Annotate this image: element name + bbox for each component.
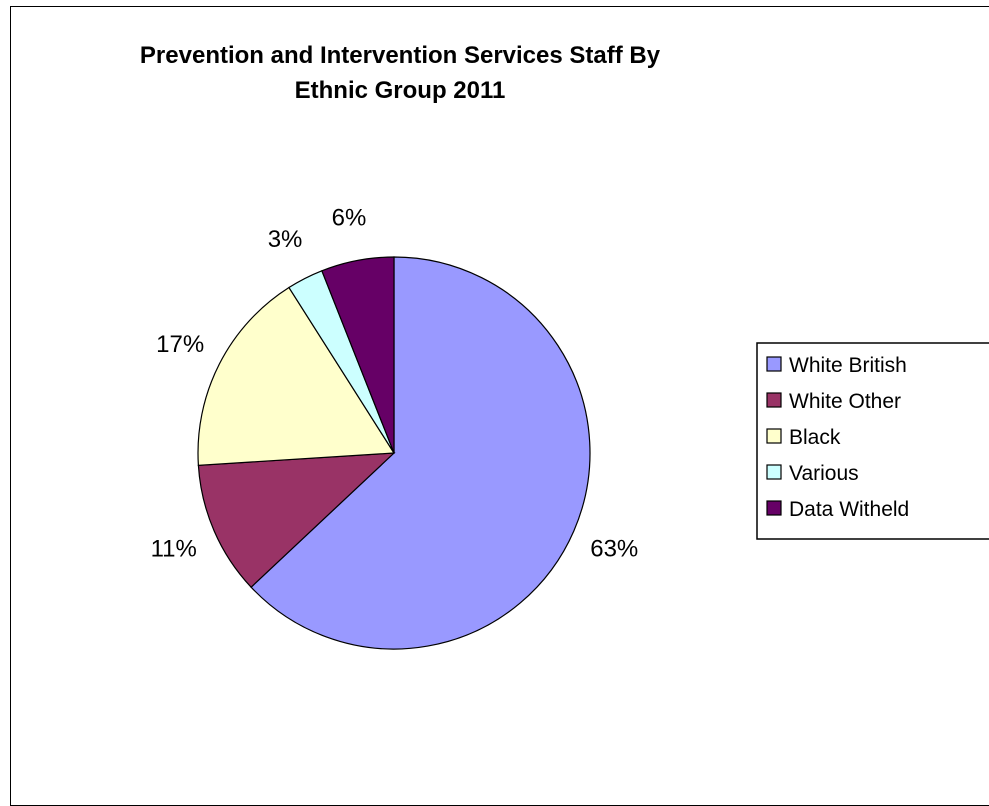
- legend-label-white-other: White Other: [789, 390, 901, 413]
- pie-slice-white-other: [197, 452, 396, 589]
- legend-swatch-white-other: [766, 392, 782, 408]
- chart-title: Prevention and Intervention Services Sta…: [100, 38, 700, 108]
- data-label-white-british: 63%: [590, 535, 638, 562]
- data-label-black: 17%: [156, 331, 204, 358]
- legend-label-white-british: White British: [789, 354, 907, 377]
- pie-slice-data-witheld: [321, 256, 395, 454]
- pie-chart: 63% 11% 17% 3% 6% White British White Other Bla…: [151, 204, 989, 650]
- chart-title-line-1: Prevention and Intervention Services Sta…: [139, 42, 661, 69]
- data-label-various: 3%: [268, 226, 303, 253]
- legend-box: [756, 342, 989, 540]
- legend-swatch-various: [766, 464, 782, 480]
- legend-swatch-data-witheld: [766, 500, 782, 516]
- chart-title-line-2: Ethnic Group 2011: [294, 77, 506, 104]
- legend-swatch-black: [766, 428, 782, 444]
- legend-label-black: Black: [789, 426, 841, 449]
- legend-swatch-white-british: [766, 356, 782, 372]
- data-label-data-witheld: 6%: [332, 204, 367, 231]
- data-label-white-other: 11%: [151, 535, 197, 562]
- pie-slice-white-british: [250, 256, 591, 650]
- legend-label-data-witheld: Data Witheld: [789, 498, 909, 521]
- chart-area: Prevention and Intervention Services Sta…: [10, 6, 989, 806]
- pie-slice-black: [197, 286, 396, 466]
- legend-label-various: Various: [789, 462, 859, 485]
